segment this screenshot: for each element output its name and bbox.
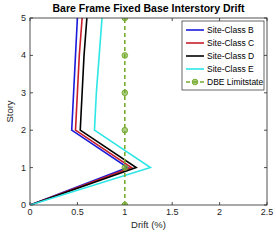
- y-axis-label: Story: [4, 100, 15, 122]
- y-tick-label: 4: [21, 50, 26, 60]
- marker: [122, 53, 128, 59]
- legend-swatch: [186, 55, 204, 57]
- y-tick: [264, 167, 267, 168]
- legend-swatch: [186, 42, 204, 44]
- y-tick-label: 0: [21, 200, 26, 210]
- y-tick: [30, 130, 33, 131]
- y-tick: [264, 92, 267, 93]
- legend-marker: [192, 79, 198, 85]
- marker: [122, 18, 128, 21]
- chart: Bare Frame Fixed Base Interstory Drift00…: [0, 0, 276, 238]
- y-tick-label: 5: [21, 13, 26, 23]
- x-tick-label: 0: [27, 207, 32, 217]
- legend-box: [182, 21, 264, 90]
- y-tick: [30, 167, 33, 168]
- x-tick-label: 1.5: [166, 207, 179, 217]
- title: Bare Frame Fixed Base Interstory Drift: [53, 2, 245, 14]
- x-tick: [172, 202, 173, 205]
- x-axis-label: Drift (%): [131, 219, 166, 230]
- x-tick-label: 2: [217, 207, 222, 217]
- y-tick-label: 3: [21, 88, 26, 98]
- legend-label: Site-Class E: [207, 64, 254, 74]
- x-tick-label: 1: [122, 207, 127, 217]
- y-tick: [30, 55, 33, 56]
- marker: [122, 202, 128, 205]
- y-tick: [264, 55, 267, 56]
- legend-swatch: [186, 68, 204, 70]
- marker: [122, 90, 128, 96]
- legend-swatch: [186, 29, 204, 31]
- y-tick: [264, 130, 267, 131]
- marker: [122, 165, 128, 171]
- x-tick: [172, 18, 173, 21]
- series-line: [124, 18, 126, 205]
- frame: [30, 18, 267, 205]
- data-group: [30, 18, 150, 205]
- y-tick-label: 1: [21, 163, 26, 173]
- marker: [122, 127, 128, 133]
- legend-label: DBE Limitstate: [207, 77, 263, 87]
- y-tick-label: 2: [21, 125, 26, 135]
- y-tick: [30, 92, 33, 93]
- series-line: [30, 18, 150, 205]
- legend-label: Site-Class D: [207, 51, 254, 61]
- x-tick-label: 2.5: [261, 207, 274, 217]
- x-tick: [219, 202, 220, 205]
- legend-label: Site-Class B: [207, 25, 254, 35]
- x-tick: [219, 18, 220, 21]
- series-line: [30, 18, 128, 205]
- legend-label: Site-Class C: [207, 38, 254, 48]
- x-tick-label: 0.5: [71, 207, 84, 217]
- plot-area: [30, 18, 267, 205]
- x-tick: [77, 202, 78, 205]
